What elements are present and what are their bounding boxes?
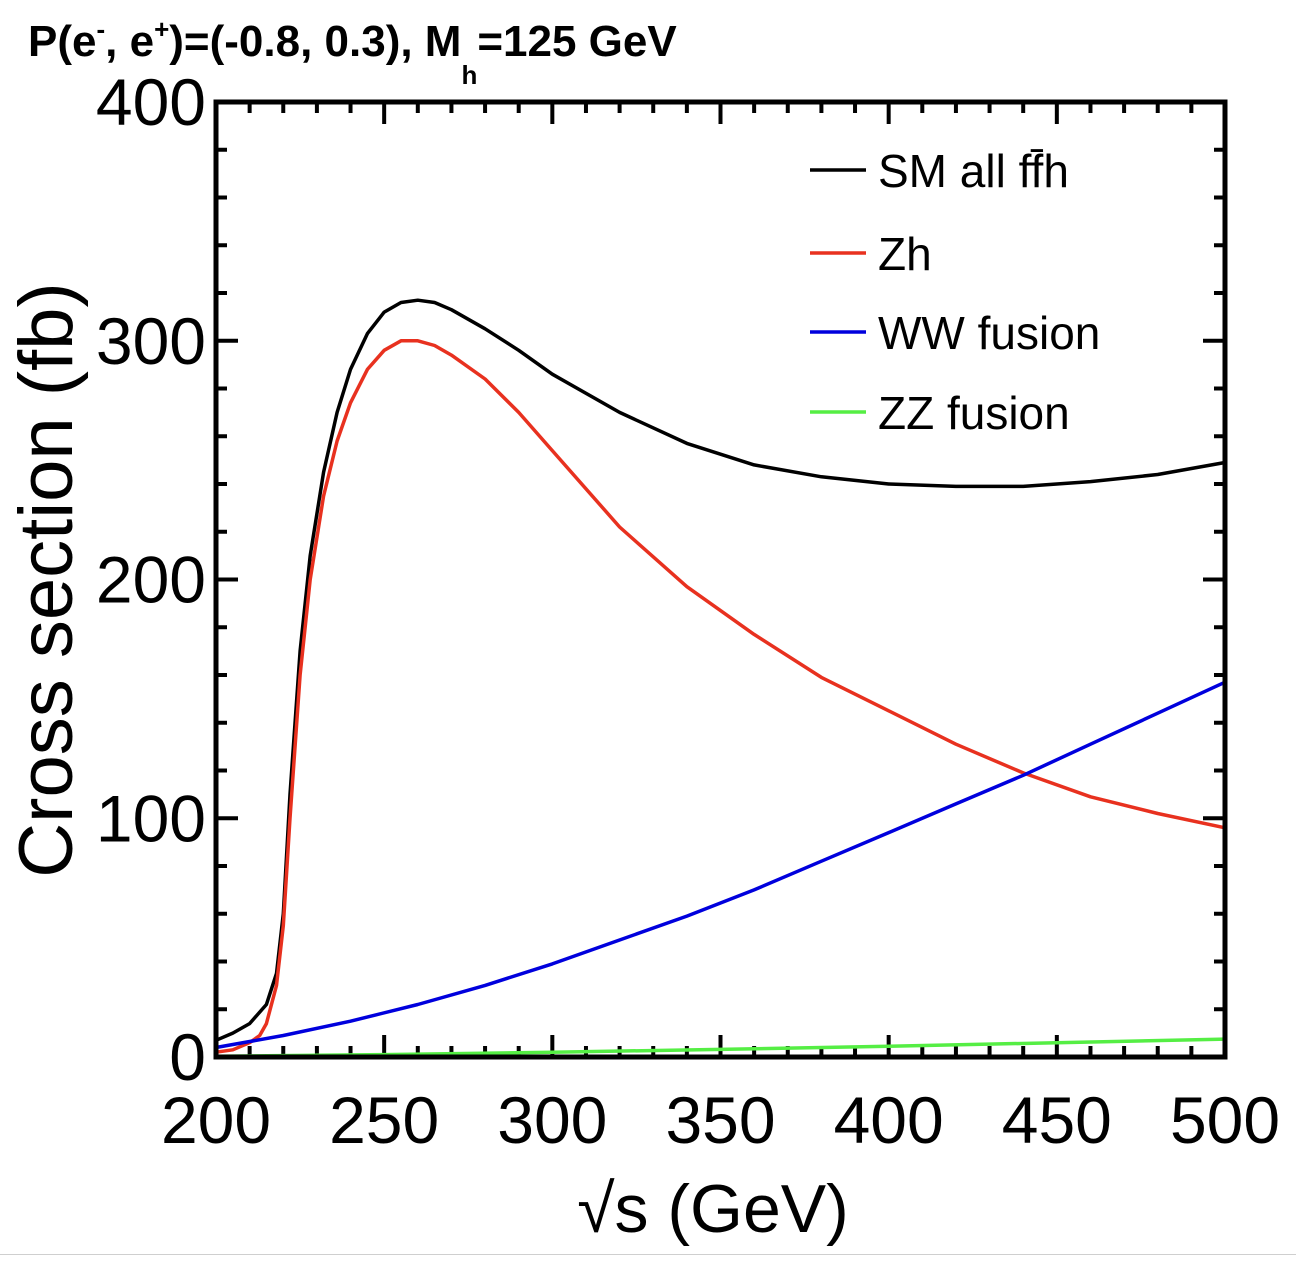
x-tick-label: 450 xyxy=(1002,1083,1112,1157)
title-superscript-plus: + xyxy=(154,14,169,44)
series-group xyxy=(214,298,1227,1059)
title-subscript-h: h xyxy=(461,60,477,90)
series-line-3 xyxy=(214,680,1227,1050)
axis-ticks xyxy=(214,100,1227,1059)
y-tick-label: 300 xyxy=(96,304,206,378)
legend-label-2: Zh xyxy=(878,228,932,280)
plot-frame xyxy=(213,99,1228,1060)
title-part-2: , e xyxy=(105,17,154,66)
y-axis-label: Cross section (fb) xyxy=(4,282,89,878)
legend-label-1: SM all ff̄h xyxy=(878,145,1069,197)
x-tick-label: 350 xyxy=(665,1083,775,1157)
title-part-3: )=(-0.8, 0.3), M xyxy=(169,17,461,66)
series-line-2 xyxy=(214,339,1227,1054)
y-tick-label: 400 xyxy=(96,65,206,139)
legend: SM all ff̄h Zh WW fusion ZZ fusion xyxy=(810,145,1100,439)
x-tick-label: 500 xyxy=(1170,1083,1280,1157)
x-tick-label: 250 xyxy=(329,1083,439,1157)
series-line-1 xyxy=(214,298,1227,1043)
legend-label-3: WW fusion xyxy=(878,307,1100,359)
x-tick-labels: 200 250 300 350 400 450 500 xyxy=(161,1083,1280,1157)
title-superscript-minus: - xyxy=(96,14,105,44)
y-tick-labels: 0 100 200 300 400 xyxy=(96,65,206,1094)
y-tick-label: 0 xyxy=(169,1020,206,1094)
x-axis-label: √s (GeV) xyxy=(577,1171,849,1247)
title-part-1: P(e xyxy=(28,17,96,66)
x-tick-label: 200 xyxy=(161,1083,271,1157)
x-tick-label: 300 xyxy=(497,1083,607,1157)
chart-title: P(e-, e+)=(-0.8, 0.3), Mh=125 GeV xyxy=(28,14,677,90)
bottom-divider xyxy=(0,1254,1296,1255)
title-part-4: =125 GeV xyxy=(477,17,677,66)
legend-label-4: ZZ fusion xyxy=(878,387,1070,439)
y-tick-label: 200 xyxy=(96,543,206,617)
y-tick-label: 100 xyxy=(96,781,206,855)
x-tick-label: 400 xyxy=(834,1083,944,1157)
